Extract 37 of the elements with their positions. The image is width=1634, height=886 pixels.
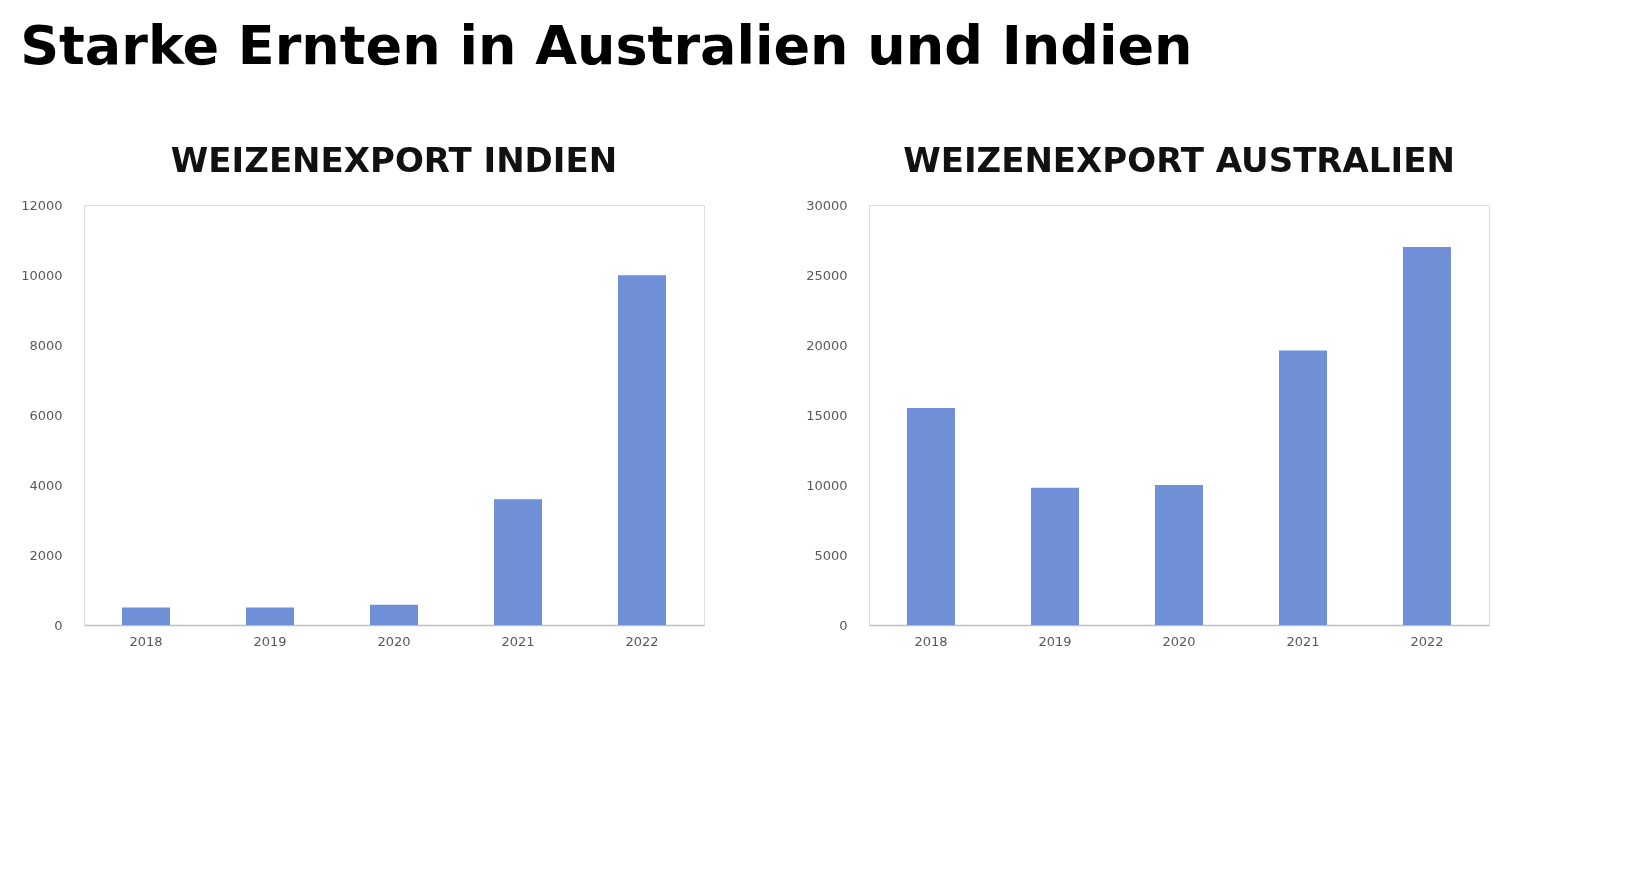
bar	[494, 499, 542, 625]
y-tick-label: 10000	[806, 477, 848, 493]
y-tick-label: 15000	[806, 407, 848, 423]
bar	[1155, 485, 1203, 625]
bar	[1279, 350, 1327, 625]
x-tick-label: 2020	[1162, 633, 1196, 649]
y-tick-label: 4000	[29, 477, 63, 493]
x-tick-label: 2021	[1286, 633, 1320, 649]
y-tick-label: 25000	[806, 267, 848, 283]
bar	[122, 607, 170, 625]
bar	[907, 408, 955, 625]
x-tick-label: 2020	[377, 633, 411, 649]
y-tick-label: 8000	[29, 337, 63, 353]
y-tick-label: 20000	[806, 337, 848, 353]
bar	[1031, 487, 1079, 625]
y-tick-label: 2000	[29, 547, 63, 563]
y-tick-label: 12000	[21, 197, 63, 213]
y-tick-label: 0	[54, 617, 63, 633]
x-tick-label: 2022	[625, 633, 659, 649]
bar	[618, 275, 666, 625]
y-tick-label: 0	[839, 617, 848, 633]
x-tick-label: 2018	[914, 633, 948, 649]
y-tick-label: 30000	[806, 197, 848, 213]
y-tick-label: 5000	[814, 547, 848, 563]
bar	[1403, 247, 1451, 625]
x-tick-label: 2019	[1038, 633, 1072, 649]
x-tick-label: 2022	[1410, 633, 1444, 649]
chart-title: WEIZENEXPORT AUSTRALIEN	[903, 140, 1455, 180]
bar	[370, 604, 418, 625]
chart-title: WEIZENEXPORT INDIEN	[170, 140, 618, 180]
bar	[246, 607, 294, 625]
text: Starke Ernten in Australien und Indien	[20, 13, 1193, 77]
x-tick-label: 2021	[501, 633, 535, 649]
y-tick-label: 10000	[21, 267, 63, 283]
x-tick-label: 2019	[253, 633, 287, 649]
y-tick-label: 6000	[29, 407, 63, 423]
x-tick-label: 2018	[129, 633, 163, 649]
